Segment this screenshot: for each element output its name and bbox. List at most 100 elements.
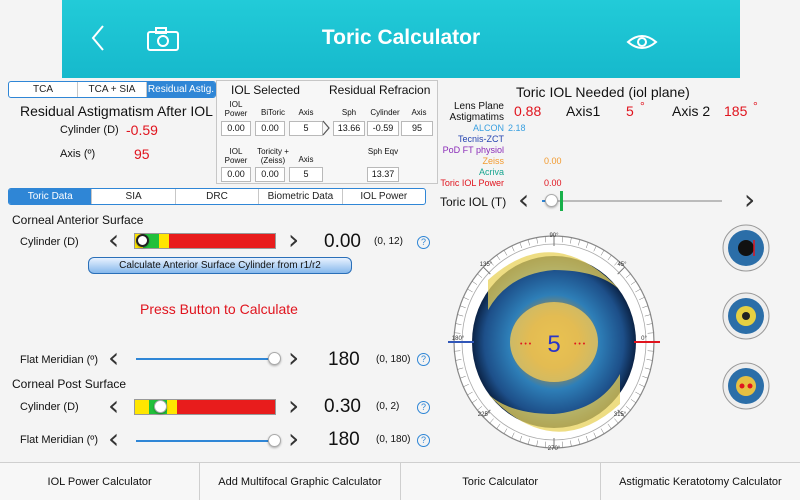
brand-value <box>508 167 548 178</box>
axis2-degree: ° <box>753 99 758 113</box>
protractor-tick <box>496 423 501 429</box>
posterior-cylinder-bar[interactable] <box>134 399 276 415</box>
bitoric-field[interactable]: 0.00 <box>255 121 285 136</box>
chevron-left-icon[interactable]: ‹ <box>108 341 120 374</box>
tab-toric-calculator[interactable]: Toric Calculator <box>401 463 601 500</box>
axis-field-3[interactable]: 5 <box>289 167 323 182</box>
tab-iol-power[interactable]: IOL Power <box>360 191 408 202</box>
protractor-tick <box>607 255 612 261</box>
protractor-tick <box>482 266 491 275</box>
anterior-flat-slider[interactable] <box>136 352 281 365</box>
chevron-right-icon[interactable]: › <box>744 183 756 216</box>
help-icon[interactable]: ? <box>417 236 430 249</box>
lens-plane-label: Lens Plane Astigmatims <box>449 101 504 123</box>
protractor-tick <box>617 409 626 418</box>
posterior-flat-meridian-label: Flat Meridian (º) <box>20 434 98 446</box>
iol-optic <box>510 302 598 382</box>
tab-tca-sia[interactable]: TCA + SIA <box>78 82 147 97</box>
protractor-tick <box>511 245 515 252</box>
posterior-flat-slider[interactable] <box>136 434 281 447</box>
posterior-flat-knob[interactable] <box>268 434 281 447</box>
tab-iol-power-calculator[interactable]: IOL Power Calculator <box>0 463 201 500</box>
protractor-tick <box>578 239 581 246</box>
camera-icon[interactable] <box>146 26 180 52</box>
calculate-anterior-button[interactable]: Calculate Anterior Surface Cylinder from… <box>88 257 352 274</box>
eye-thumbnail-2[interactable] <box>722 292 770 340</box>
protractor-tick <box>607 423 612 429</box>
protractor-tick <box>647 350 654 352</box>
protractor-tick <box>457 367 464 370</box>
header-cylinder: Cylinder <box>370 108 400 117</box>
iol-selected-title: IOL Selected <box>231 83 300 97</box>
tab-astigmatic-keratotomy[interactable]: Astigmatic Keratotomy Calculator <box>619 476 782 488</box>
eye-center-value: 5 <box>547 331 560 358</box>
anterior-cylinder-range: (0, 12) <box>374 236 403 247</box>
posterior-cylinder-knob[interactable] <box>154 400 167 413</box>
tab-tca[interactable]: TCA <box>9 82 78 97</box>
toric-slider-track[interactable] <box>542 191 722 211</box>
chevron-left-icon[interactable]: ‹ <box>518 183 530 216</box>
anterior-flat-knob[interactable] <box>268 352 281 365</box>
axis1-degree: ° <box>640 99 645 113</box>
protractor-tick <box>527 438 530 445</box>
chevron-left-icon[interactable]: ‹ <box>108 223 120 256</box>
app-header: Toric Calculator <box>62 0 740 78</box>
header-sph: Sph <box>341 108 357 117</box>
chevron-right-icon[interactable]: › <box>288 422 300 455</box>
chevron-right-icon[interactable]: › <box>288 341 300 374</box>
protractor-tick <box>536 237 538 244</box>
tab-sia[interactable]: SIA <box>92 189 176 204</box>
anterior-cylinder-bar[interactable] <box>134 233 276 249</box>
protractor-tick <box>489 418 494 424</box>
help-icon[interactable]: ? <box>417 434 430 447</box>
eye-thumbnail-3[interactable] <box>722 362 770 410</box>
deg-315: 315° <box>614 412 627 418</box>
toricity-field[interactable]: 0.00 <box>255 167 285 182</box>
protractor-tick <box>527 239 530 246</box>
protractor-tick <box>471 280 478 285</box>
protractor-tick <box>454 332 461 334</box>
brand-name: ALCON <box>472 123 504 133</box>
eye-thumbnail-1[interactable] <box>722 224 770 272</box>
help-icon[interactable]: ? <box>417 401 430 414</box>
tab-add-multifocal[interactable]: Add Multifocal Graphic Calculator <box>200 463 401 500</box>
protractor-tick <box>600 428 605 434</box>
anterior-title: Corneal Anterior Surface <box>12 213 144 227</box>
protractor-tick <box>454 350 461 352</box>
chevron-right-icon[interactable]: › <box>288 389 300 422</box>
tab-drc[interactable]: DRC <box>176 189 260 204</box>
protractor-tick <box>459 305 466 309</box>
deg-90: 90° <box>549 233 559 239</box>
tab-biometric-data[interactable]: Biometric Data <box>259 189 343 204</box>
axis-field[interactable]: 5 <box>289 121 323 136</box>
protractor-tick <box>646 323 653 325</box>
protractor-tick <box>545 441 547 448</box>
page-title: Toric Calculator <box>321 26 481 49</box>
protractor-tick <box>477 406 483 411</box>
protractor-tick <box>467 288 473 293</box>
protractor-tick <box>614 260 619 266</box>
iol-haptic-bottom <box>488 374 620 432</box>
deg-270: 270° <box>548 446 561 452</box>
iol-power-field[interactable]: 0.00 <box>221 121 251 136</box>
tab-toric-data[interactable]: Toric Data <box>9 189 93 204</box>
protractor-tick <box>635 288 641 293</box>
eye-axis-diagram[interactable]: • • • • • • 5 90° 45° 0° 315° 270° 225° … <box>448 230 660 454</box>
eye-view-icon[interactable] <box>626 32 658 52</box>
chevron-left-icon[interactable]: ‹ <box>108 422 120 455</box>
header-iol-power-2: IOL Power <box>224 147 248 165</box>
axis2-label: Axis 2 <box>672 103 711 119</box>
residual-axis-label: Axis (º) <box>60 148 96 160</box>
protractor-tick <box>503 428 508 434</box>
anterior-cylinder-knob[interactable] <box>136 234 149 247</box>
protractor-tick <box>639 296 645 300</box>
protractor-tick <box>455 323 462 325</box>
tab-residual-astig[interactable]: Residual Astig. <box>147 82 215 97</box>
iol-power-field-2[interactable]: 0.00 <box>221 167 251 182</box>
chevron-left-icon[interactable]: ‹ <box>108 389 120 422</box>
help-icon[interactable]: ? <box>417 353 430 366</box>
protractor-tick <box>570 237 572 244</box>
toric-slider-knob[interactable] <box>545 194 558 207</box>
chevron-right-icon[interactable]: › <box>288 223 300 256</box>
back-icon[interactable] <box>90 24 106 52</box>
